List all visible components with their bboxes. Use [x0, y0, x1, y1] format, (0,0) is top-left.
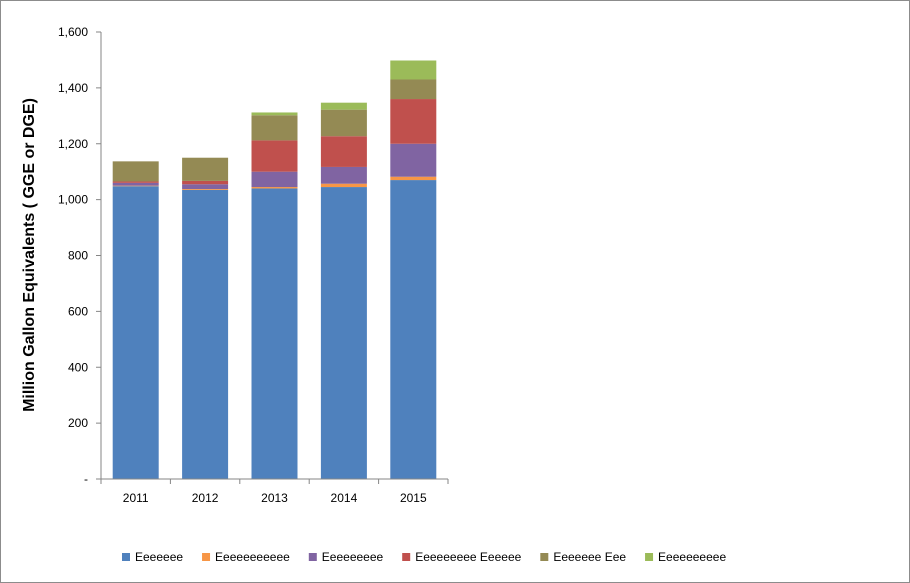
y-tick-label: 1,600	[58, 25, 88, 39]
y-tick-label: 1,000	[58, 193, 88, 207]
y-tick-label: 1,200	[58, 137, 88, 151]
x-tick-label: 2015	[400, 491, 427, 505]
legend-swatch	[122, 553, 130, 561]
bar-2014-series-4	[320, 109, 367, 137]
bar-2015-series-1	[390, 176, 437, 181]
legend-label: Eeeeeeeee	[322, 550, 384, 564]
bar-2011-series-4	[112, 161, 159, 182]
bar-2015-series-0	[390, 180, 437, 479]
bar-2013-series-1	[251, 187, 298, 189]
bar-2013-series-5	[251, 112, 298, 116]
x-tick-label: 2011	[123, 491, 149, 505]
bar-2013-series-3	[251, 140, 298, 172]
bar-2015-series-2	[390, 143, 437, 177]
bar-group	[112, 60, 437, 480]
x-tick-label: 2013	[261, 491, 288, 505]
bar-2014-series-1	[320, 183, 367, 188]
bar-2014-series-2	[320, 166, 367, 184]
bar-2011-series-1	[112, 185, 159, 187]
bar-2011-series-3	[112, 181, 159, 183]
bar-2012-series-2	[182, 184, 229, 190]
legend-swatch	[645, 553, 654, 561]
bar-2011-series-0	[112, 186, 159, 479]
y-axis-ticks: - 200 400 600 800 1,000 1,200 1,400 1,600	[58, 25, 101, 486]
y-tick-label: 600	[68, 304, 88, 318]
legend-swatch	[540, 553, 549, 561]
bar-2013-series-2	[251, 171, 298, 188]
legend-label: Eeeeeee	[135, 550, 183, 564]
y-tick-label: 200	[68, 416, 88, 430]
y-tick-label: 800	[68, 249, 88, 263]
legend-label: Eeeeeeeeeee	[215, 550, 290, 564]
legend-swatch	[308, 553, 317, 561]
bar-2012-series-1	[182, 189, 229, 190]
legend-label: Eeeeeeeeee	[658, 550, 726, 564]
bar-2012-series-4	[182, 157, 229, 181]
x-axis-ticks: 2011 2012 2013 2014 2015	[100, 479, 449, 505]
bar-2013-series-4	[251, 115, 298, 141]
bar-2014-series-3	[320, 136, 367, 167]
y-tick-label: -	[84, 472, 88, 486]
bar-2011-series-2	[112, 182, 159, 186]
bar-2014-series-5	[320, 102, 367, 110]
bar-2012-series-0	[182, 189, 229, 480]
bar-2015-series-4	[390, 79, 437, 100]
x-tick-label: 2014	[331, 491, 358, 505]
legend-swatch	[202, 553, 211, 561]
y-tick-label: 400	[68, 360, 88, 374]
x-tick-label: 2012	[192, 491, 219, 505]
legend-swatch	[402, 553, 411, 561]
legend: Eeeeeee Eeeeeeeeeee Eeeeeeeee Eeeeeeeee Eee…	[122, 550, 726, 564]
y-tick-label: 1,400	[58, 81, 88, 95]
bar-2012-series-3	[182, 180, 229, 185]
y-axis-title: Million Gallon Equivalents ( GGE or DGE)	[21, 98, 38, 412]
legend-label: Eeeeeeeee Eeeeee	[415, 550, 521, 564]
bar-2015-series-5	[390, 60, 437, 80]
bar-2015-series-3	[390, 99, 437, 144]
legend-label: Eeeeeee Eee	[553, 550, 626, 564]
bar-2013-series-0	[251, 188, 298, 479]
bar-2014-series-0	[320, 187, 367, 479]
